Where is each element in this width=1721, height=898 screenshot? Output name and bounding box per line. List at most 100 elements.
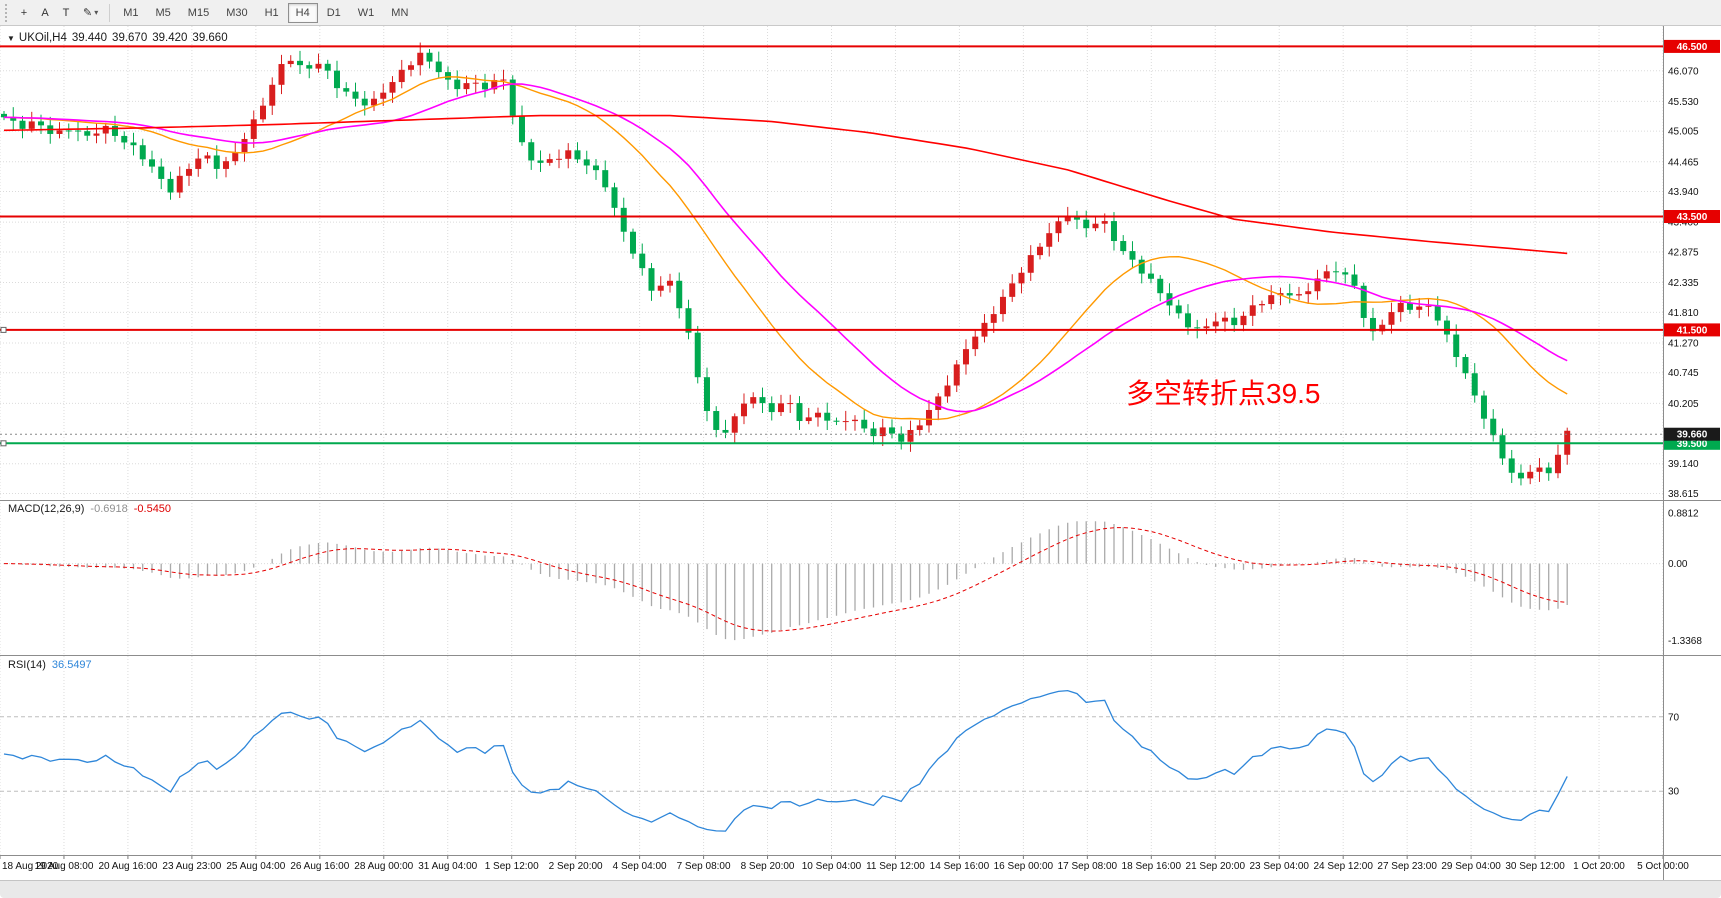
candle: [1073, 216, 1080, 220]
candle: [1388, 312, 1395, 325]
time-axis-label: 25 Aug 04:00: [226, 861, 285, 872]
candle: [241, 138, 248, 153]
candle: [1101, 221, 1108, 224]
toolbar-separator: [109, 3, 111, 22]
price-badge-label: 46.500: [1677, 42, 1708, 53]
candle: [879, 427, 886, 437]
candle: [861, 419, 868, 429]
candle: [1, 113, 7, 118]
candle: [1443, 320, 1450, 335]
candle: [102, 125, 109, 134]
candle: [731, 416, 738, 433]
timeframe-button-H4[interactable]: H4: [287, 2, 318, 23]
candle: [1268, 295, 1275, 305]
candle: [1305, 291, 1312, 295]
candle: [93, 133, 100, 136]
candle: [546, 159, 553, 163]
candle: [1147, 273, 1154, 279]
time-axis-label: 23 Sep 04:00: [1249, 861, 1309, 872]
candle: [666, 280, 673, 286]
price-axis-label: 40.205: [1668, 399, 1699, 410]
time-axis-label: 28 Aug 00:00: [354, 861, 413, 872]
price-axis-label: 45.530: [1668, 97, 1699, 108]
price-axis-label: 44.465: [1668, 157, 1699, 168]
timeframe-button-D1[interactable]: D1: [319, 3, 349, 23]
time-axis-label: 30 Sep 12:00: [1505, 861, 1565, 872]
current-price-badge: [1664, 427, 1720, 441]
candle: [629, 231, 636, 254]
candle: [1018, 272, 1025, 284]
timeframe-button-M1[interactable]: M1: [115, 3, 146, 23]
crosshair-icon[interactable]: +: [14, 3, 34, 23]
candle: [1406, 302, 1413, 310]
timeframe-button-M5[interactable]: M5: [148, 3, 179, 23]
candle: [195, 158, 202, 169]
line-handle[interactable]: [0, 326, 7, 333]
candle: [444, 72, 451, 80]
current-price-badge-label: 39.660: [1677, 430, 1708, 441]
price-axis-label: 42.335: [1668, 278, 1699, 289]
candle: [944, 385, 951, 397]
candle: [824, 412, 831, 421]
macd-panel: 0.8812 0.00 -1.3368: [0, 508, 1702, 647]
draw-tool-button[interactable]: ✎ ▾: [77, 3, 104, 23]
timeframe-button-MN[interactable]: MN: [383, 3, 416, 23]
candle: [639, 253, 646, 269]
price-axis-label: 46.070: [1668, 66, 1699, 77]
timeframe-button-W1[interactable]: W1: [350, 3, 383, 23]
line-handle[interactable]: [0, 440, 7, 447]
ma-mid-magenta-line: [3, 83, 1568, 413]
rsi-panel: 70 30: [0, 689, 1680, 832]
candle: [787, 403, 794, 405]
candle: [796, 403, 803, 422]
candle: [1120, 241, 1127, 252]
candle: [130, 142, 137, 146]
candle: [139, 145, 146, 160]
candle: [722, 429, 729, 433]
candle: [37, 121, 44, 126]
rsi-scale-label: 30: [1668, 787, 1680, 798]
timeframe-button-M30[interactable]: M30: [218, 3, 255, 23]
candle: [1323, 271, 1330, 279]
candle: [740, 403, 747, 417]
candle: [620, 207, 627, 232]
candle: [278, 64, 285, 85]
candle: [703, 377, 710, 412]
candle: [805, 417, 812, 422]
candle: [1545, 467, 1552, 474]
candle: [574, 150, 581, 160]
time-axis-label: 26 Aug 16:00: [290, 861, 349, 872]
time-axis-label: 8 Sep 20:00: [741, 861, 795, 872]
text-tool-button[interactable]: A: [35, 3, 55, 23]
candle: [1194, 327, 1201, 329]
label-tool-button[interactable]: T: [56, 3, 76, 23]
candle: [426, 52, 433, 62]
candle: [232, 152, 239, 162]
candle: [185, 168, 192, 176]
candle: [750, 397, 757, 404]
candle: [962, 349, 969, 365]
candle: [990, 314, 997, 323]
candle: [1332, 271, 1339, 273]
candle: [528, 142, 535, 161]
candle: [953, 364, 960, 386]
candle: [343, 88, 350, 92]
candle: [1462, 357, 1469, 374]
candle: [287, 60, 294, 65]
rsi-line: [3, 689, 1568, 832]
moving-averages-layer: [3, 76, 1568, 420]
candle: [491, 79, 498, 90]
price-badge-label: 41.500: [1677, 325, 1708, 336]
candle: [1490, 418, 1497, 436]
timeframe-button-M15[interactable]: M15: [180, 3, 217, 23]
candle: [1175, 305, 1182, 314]
candle: [685, 308, 692, 333]
candle: [296, 60, 303, 66]
candle: [269, 84, 276, 106]
toolbar-drag-handle[interactable]: [5, 3, 10, 22]
time-axis-label: 14 Sep 16:00: [930, 861, 990, 872]
candle: [10, 117, 17, 121]
timeframe-button-H1[interactable]: H1: [257, 3, 287, 23]
